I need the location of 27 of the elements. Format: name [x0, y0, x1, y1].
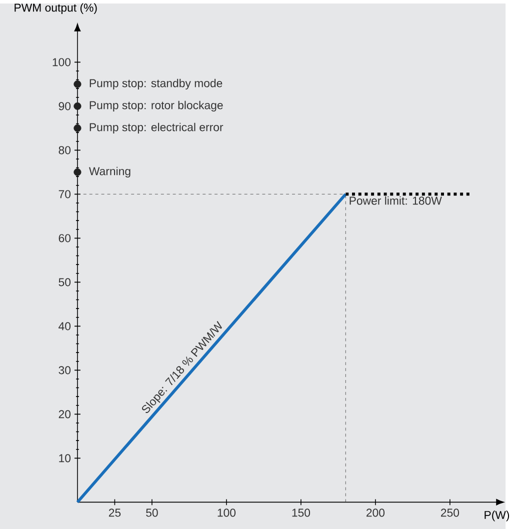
- y-tick-label: 50: [58, 278, 71, 286]
- y-tick-label: 30: [58, 366, 71, 374]
- x-tick-label: 200: [366, 508, 384, 517]
- x-tick-label: 50: [146, 508, 158, 517]
- annotation: Pump stop: rotor blockage: [90, 100, 223, 112]
- x-tick-label: 25: [108, 508, 121, 517]
- y-axis-title: PWM output (%): [14, 3, 97, 14]
- y-tick-label: 20: [58, 410, 71, 418]
- y-tick-label: 10: [59, 454, 71, 462]
- point: [74, 124, 82, 132]
- x-tick-label: 100: [218, 508, 236, 517]
- annotation: Warning: [88, 166, 130, 178]
- point: [74, 168, 82, 176]
- y-tick-label: 80: [58, 146, 71, 154]
- y-tick-label: 70: [58, 190, 71, 198]
- y-tick-label: 40: [58, 322, 71, 330]
- x-tick-label: 150: [292, 508, 310, 517]
- annotation: Pump stop: electrical error: [90, 122, 224, 134]
- y-tick-label: 60: [58, 234, 71, 242]
- annotation: Power limit: 180W: [350, 196, 442, 205]
- x-tick-label: 250: [440, 508, 459, 517]
- y-tick-label: 90: [58, 102, 71, 110]
- annotation: Pump stop: standby mode: [90, 78, 222, 90]
- y-tick-label: 100: [52, 58, 70, 66]
- point: [74, 80, 82, 88]
- x-axis-title: P(W): [484, 510, 510, 522]
- point: [74, 102, 82, 110]
